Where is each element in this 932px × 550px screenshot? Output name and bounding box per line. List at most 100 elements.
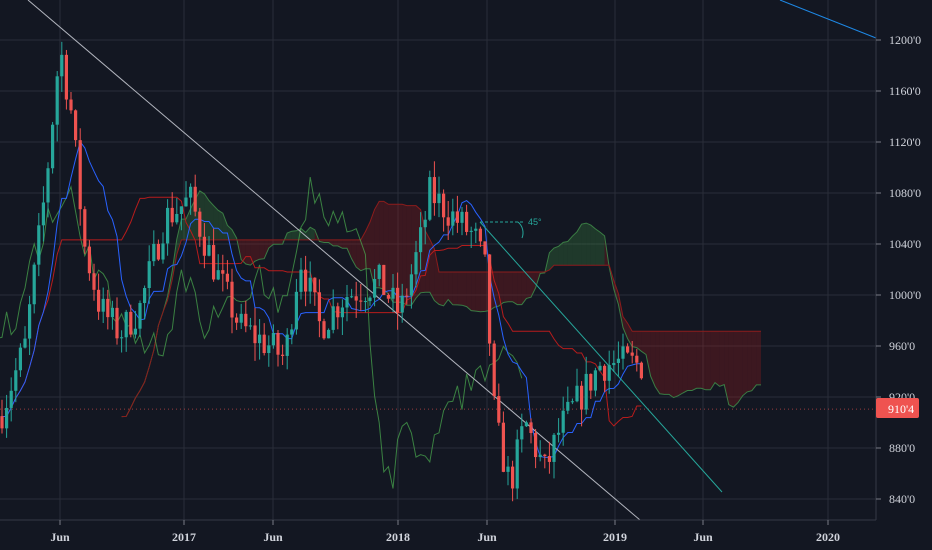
candle [161, 232, 165, 264]
candle-body [5, 407, 9, 429]
price-tick-label: 1040'0 [889, 237, 921, 251]
candle [630, 340, 634, 364]
candle [18, 343, 22, 377]
candle-body [239, 313, 243, 323]
candle-body [189, 186, 193, 198]
candle-body [428, 177, 432, 220]
cloud-segment [641, 331, 646, 355]
candle-body [515, 439, 519, 489]
candle-body [552, 434, 556, 462]
candle [230, 268, 234, 334]
candle [97, 273, 101, 320]
trendline-top-right[interactable] [779, 0, 877, 39]
candle [0, 399, 4, 434]
candle [501, 411, 505, 473]
cloud-segment [443, 271, 449, 306]
trendline-main[interactable] [27, 0, 641, 521]
cloud-segment [742, 331, 748, 396]
cloud-segment [590, 225, 596, 266]
candle [354, 281, 358, 318]
cloud-segment [393, 204, 398, 303]
price-tick-label: 1200'0 [889, 33, 921, 47]
candle [520, 413, 524, 453]
candle-body [350, 296, 354, 298]
candle-body [147, 261, 151, 289]
candle [460, 207, 464, 236]
cloud-segment [567, 236, 573, 266]
candle [101, 287, 105, 324]
candle [340, 299, 344, 336]
candle [120, 330, 124, 353]
candle [78, 128, 82, 226]
candle [262, 323, 266, 356]
candle [561, 396, 565, 446]
candle-body [115, 307, 119, 339]
cloud-segment [356, 239, 361, 271]
candle-body [193, 186, 197, 212]
candle-body [156, 243, 160, 260]
candle [603, 364, 607, 393]
cloud-segment [452, 271, 458, 305]
candle [281, 344, 285, 365]
candle-body [41, 202, 45, 226]
senkou-span-b-line [121, 200, 761, 418]
candle-body [87, 246, 91, 274]
candle [469, 226, 473, 248]
candle [235, 313, 239, 330]
candle [474, 222, 478, 244]
candle [184, 181, 188, 207]
candle-body [152, 243, 156, 262]
candle [377, 263, 381, 287]
candle-body [607, 365, 611, 381]
candle [442, 189, 446, 232]
trendline-teal[interactable] [479, 221, 723, 493]
candle [115, 297, 119, 345]
price-axis[interactable]: 1200'0 1160'0 1120'0 1080'0 1040'0 1000'0 960'… [876, 33, 921, 506]
candle [253, 307, 257, 361]
candle [258, 319, 262, 360]
candle [110, 300, 114, 330]
candle-body [129, 311, 133, 335]
cloud-segment [705, 331, 711, 390]
candle-body [143, 288, 147, 304]
candle [635, 348, 639, 372]
candle-body [570, 401, 574, 403]
cloud-segment [204, 193, 209, 240]
candle-body [317, 292, 321, 322]
cloud-segment [503, 271, 508, 303]
candle [400, 283, 404, 323]
candle-body [110, 307, 114, 318]
candle [626, 343, 630, 354]
candle-body [336, 306, 340, 318]
candle [511, 460, 515, 502]
candle-body [299, 269, 303, 292]
candle [143, 285, 147, 320]
candle-body [432, 177, 436, 204]
trendlines[interactable] [27, 0, 877, 521]
candle [290, 324, 294, 345]
candle [74, 109, 78, 147]
time-axis[interactable]: Jun 2017 Jun 2018 Jun 2019 Jun 2020 [50, 520, 840, 544]
candle [156, 239, 160, 261]
candle [198, 207, 202, 247]
cloud-segment [388, 204, 393, 303]
cloud-segment [466, 271, 472, 311]
candle [538, 440, 542, 462]
time-tick-label: Jun [263, 530, 283, 544]
kijun-line [1, 196, 642, 427]
candle [515, 429, 519, 499]
current-price-label: 910'4 [888, 402, 914, 416]
cloud-segment [245, 239, 251, 266]
candle [345, 285, 349, 322]
candle-body [18, 347, 22, 371]
cloud-segment [268, 239, 274, 249]
angle-annotation: 45° [528, 217, 542, 227]
cloud-segment [627, 323, 633, 347]
candle-body [106, 298, 110, 318]
candle-body [400, 295, 404, 313]
price-tick-label: 1120'0 [889, 135, 921, 149]
candle-body [64, 54, 68, 100]
candle [584, 356, 588, 415]
